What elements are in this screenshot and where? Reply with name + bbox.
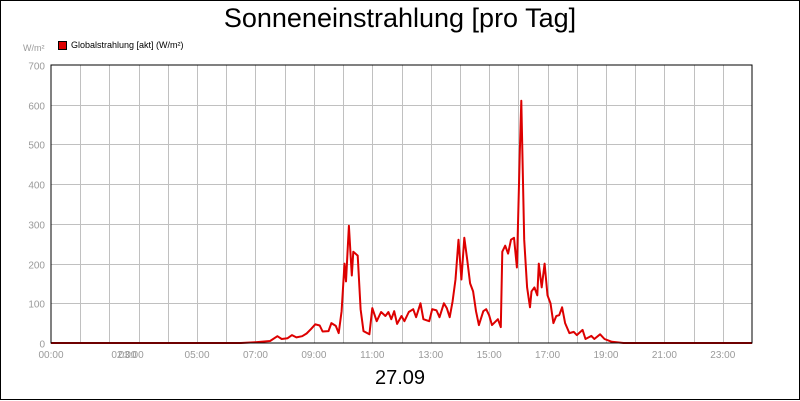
x-tick-label: 02:00 [111, 350, 136, 361]
legend-swatch [58, 40, 67, 50]
y-tick-label: 200 [28, 261, 45, 272]
chart-title: Sonneneinstrahlung [pro Tag] [223, 3, 577, 33]
x-tick-label: 15:00 [477, 350, 502, 361]
grid [51, 65, 752, 343]
x-tick-label: 00:00 [38, 350, 63, 361]
legend-label: Globalstrahlung [akt] (W/m²) [71, 40, 184, 50]
y-tick-label: 500 [28, 141, 45, 152]
y-tick-label: 100 [28, 300, 45, 311]
x-tick-label: 03:00 [119, 350, 144, 361]
x-tick-label: 07:00 [243, 350, 268, 361]
x-tick-label: 05:00 [185, 350, 210, 361]
series-line-globalstrahlung [51, 99, 752, 344]
y-axis-unit: W/m² [23, 43, 45, 53]
y-tick-label: 0 [39, 340, 45, 351]
y-tick-label: 600 [28, 102, 45, 113]
y-tick-label: 400 [28, 181, 45, 192]
y-tick-label: 700 [28, 62, 45, 73]
x-tick-label: 21:00 [652, 350, 677, 361]
x-tick-label: 19:00 [593, 350, 618, 361]
x-tick-label: 23:00 [710, 350, 735, 361]
x-tick-label: 17:00 [535, 350, 560, 361]
plot-border [50, 64, 753, 344]
y-tick-label: 300 [28, 221, 45, 232]
x-tick-label: 11:00 [360, 350, 385, 361]
x-tick-label: 09:00 [301, 350, 326, 361]
legend: Globalstrahlung [akt] (W/m²) [58, 40, 184, 50]
series-layer [51, 99, 752, 344]
x-tick-label: 13:00 [418, 350, 443, 361]
date-label: 27.09 [374, 367, 426, 389]
